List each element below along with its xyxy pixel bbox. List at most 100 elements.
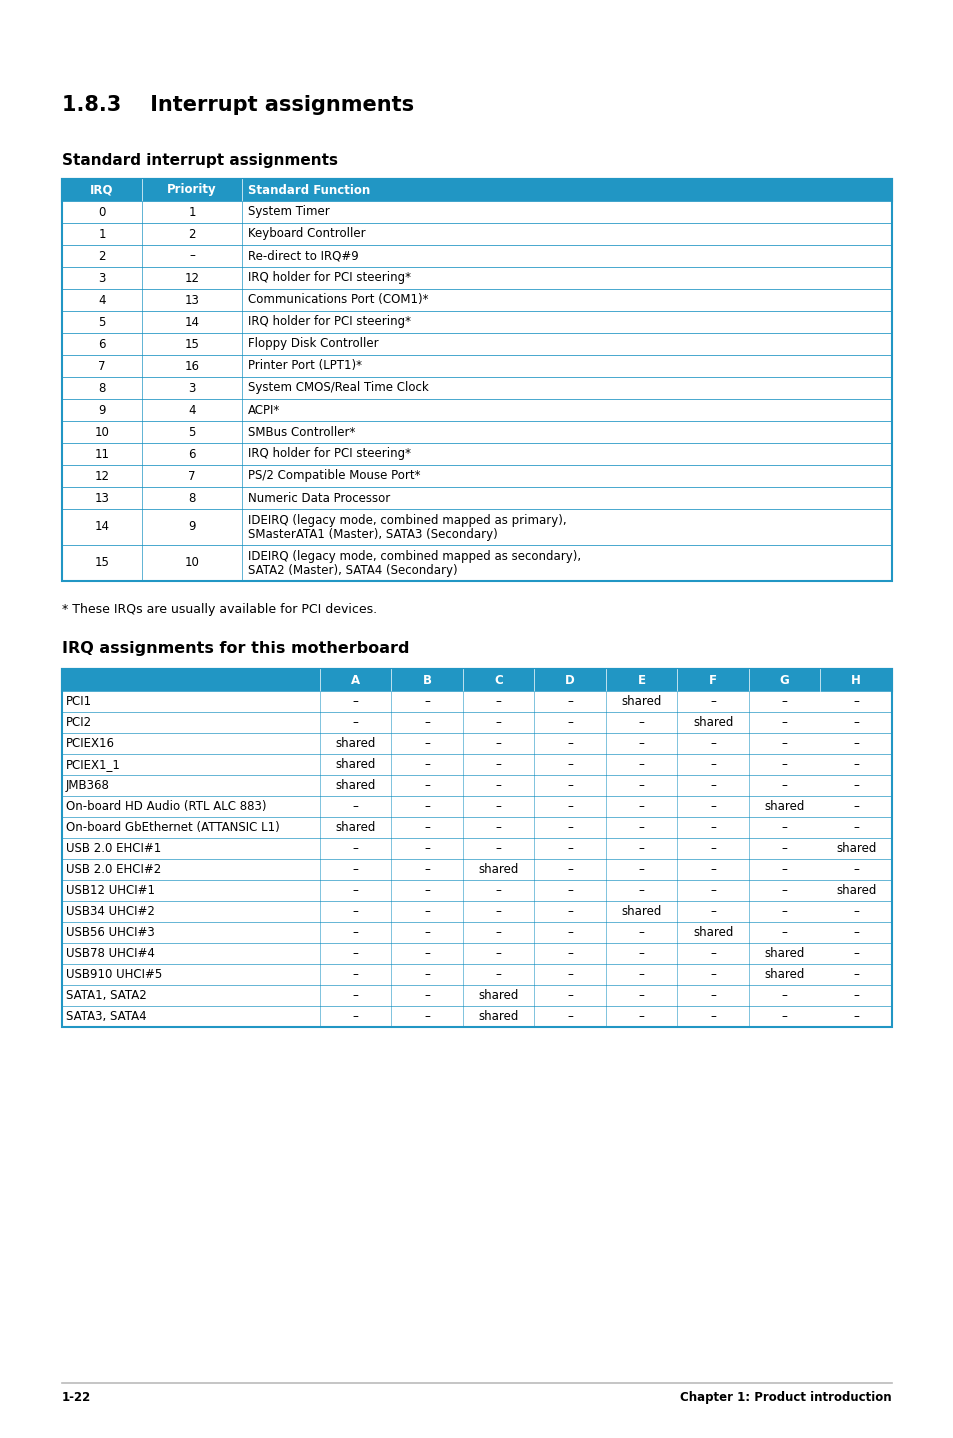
Text: IDEIRQ (legacy mode, combined mapped as secondary),: IDEIRQ (legacy mode, combined mapped as …	[248, 549, 580, 564]
Bar	[62, 712, 891, 733]
Bar	[62, 1007, 891, 1027]
Text: USB56 UHCI#3: USB56 UHCI#3	[66, 926, 154, 939]
Text: –: –	[496, 843, 501, 856]
Text: –: –	[567, 758, 573, 771]
Text: –: –	[353, 948, 358, 961]
Text: –: –	[852, 968, 859, 981]
Text: –: –	[781, 695, 787, 707]
Text: –: –	[567, 800, 573, 812]
Text: –: –	[424, 1009, 430, 1022]
Text: –: –	[781, 716, 787, 729]
Text: D: D	[565, 673, 575, 686]
Text: –: –	[781, 863, 787, 876]
Text: shared: shared	[763, 800, 804, 812]
Text: –: –	[852, 926, 859, 939]
Text: –: –	[424, 884, 430, 897]
Bar	[62, 902, 891, 922]
Text: E: E	[638, 673, 645, 686]
Text: –: –	[496, 779, 501, 792]
Text: –: –	[496, 716, 501, 729]
Bar	[62, 289, 891, 311]
Text: PCIEX16: PCIEX16	[66, 738, 115, 751]
Text: IRQ holder for PCI steering*: IRQ holder for PCI steering*	[248, 315, 411, 328]
Text: –: –	[781, 905, 787, 917]
Text: 9: 9	[188, 521, 195, 533]
Text: 10: 10	[184, 557, 199, 569]
Text: C: C	[494, 673, 502, 686]
Text: shared: shared	[835, 884, 876, 897]
Text: –: –	[353, 843, 358, 856]
Text: 13: 13	[184, 293, 199, 306]
Bar	[62, 985, 891, 1007]
Text: –: –	[567, 989, 573, 1002]
Bar	[62, 421, 891, 443]
Text: 4: 4	[98, 293, 106, 306]
Bar	[62, 311, 891, 334]
Text: –: –	[781, 738, 787, 751]
Text: SMasterATA1 (Master), SATA3 (Secondary): SMasterATA1 (Master), SATA3 (Secondary)	[248, 528, 497, 541]
Text: –: –	[496, 968, 501, 981]
Text: –: –	[781, 779, 787, 792]
Text: –: –	[781, 989, 787, 1002]
Text: –: –	[424, 863, 430, 876]
Text: 12: 12	[184, 272, 199, 285]
Text: –: –	[852, 800, 859, 812]
Text: Standard Function: Standard Function	[248, 184, 370, 197]
Text: –: –	[639, 863, 644, 876]
Text: F: F	[708, 673, 717, 686]
Text: –: –	[710, 843, 716, 856]
Text: USB 2.0 EHCI#1: USB 2.0 EHCI#1	[66, 843, 161, 856]
Text: –: –	[852, 948, 859, 961]
Text: –: –	[567, 779, 573, 792]
Text: System Timer: System Timer	[248, 206, 330, 219]
Bar	[62, 334, 891, 355]
Text: 4: 4	[188, 404, 195, 417]
Text: USB78 UHCI#4: USB78 UHCI#4	[66, 948, 154, 961]
Text: –: –	[710, 863, 716, 876]
Text: PCI2: PCI2	[66, 716, 92, 729]
Text: –: –	[639, 968, 644, 981]
Text: –: –	[639, 800, 644, 812]
Text: –: –	[781, 1009, 787, 1022]
Text: –: –	[567, 716, 573, 729]
Text: –: –	[710, 738, 716, 751]
Bar	[62, 223, 891, 244]
Text: –: –	[567, 905, 573, 917]
Text: –: –	[424, 800, 430, 812]
Text: SATA1, SATA2: SATA1, SATA2	[66, 989, 147, 1002]
Text: –: –	[710, 821, 716, 834]
Text: –: –	[424, 779, 430, 792]
Text: 1-22: 1-22	[62, 1391, 91, 1403]
Text: –: –	[567, 884, 573, 897]
Text: JMB368: JMB368	[66, 779, 110, 792]
Text: IRQ assignments for this motherboard: IRQ assignments for this motherboard	[62, 641, 409, 656]
Text: –: –	[567, 1009, 573, 1022]
Text: –: –	[639, 821, 644, 834]
Text: 7: 7	[188, 469, 195, 483]
Text: SMBus Controller*: SMBus Controller*	[248, 426, 355, 439]
Text: System CMOS/Real Time Clock: System CMOS/Real Time Clock	[248, 381, 428, 394]
Text: 3: 3	[98, 272, 106, 285]
Text: 6: 6	[98, 338, 106, 351]
Text: 5: 5	[98, 315, 106, 328]
Text: shared: shared	[835, 843, 876, 856]
Text: –: –	[710, 1009, 716, 1022]
Bar	[62, 487, 891, 509]
Text: shared: shared	[335, 758, 375, 771]
Text: shared: shared	[692, 716, 733, 729]
Text: –: –	[353, 800, 358, 812]
Bar	[62, 545, 891, 581]
Text: –: –	[496, 821, 501, 834]
Text: A: A	[351, 673, 360, 686]
Text: PS/2 Compatible Mouse Port*: PS/2 Compatible Mouse Port*	[248, 469, 420, 483]
Text: –: –	[852, 758, 859, 771]
Text: –: –	[639, 738, 644, 751]
Text: –: –	[496, 905, 501, 917]
Text: –: –	[189, 250, 194, 263]
Text: –: –	[424, 821, 430, 834]
Text: On-board GbEthernet (ATTANSIC L1): On-board GbEthernet (ATTANSIC L1)	[66, 821, 279, 834]
Text: Communications Port (COM1)*: Communications Port (COM1)*	[248, 293, 428, 306]
Text: –: –	[639, 948, 644, 961]
Text: –: –	[710, 695, 716, 707]
Text: On-board HD Audio (RTL ALC 883): On-board HD Audio (RTL ALC 883)	[66, 800, 266, 812]
